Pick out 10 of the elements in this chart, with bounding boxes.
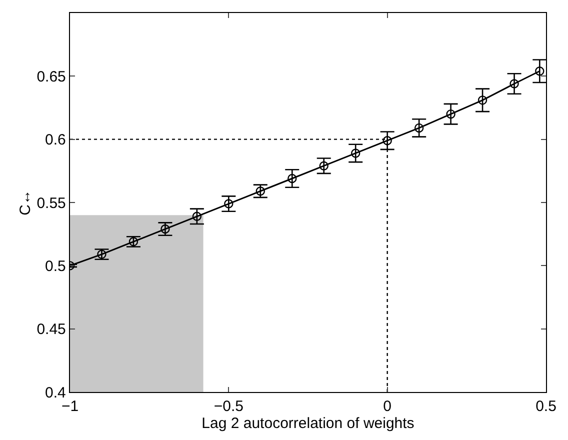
y-tick-label: 0.45: [36, 321, 66, 338]
y-tick-label: 0.55: [36, 194, 66, 212]
y-tick-label: 0.5: [45, 258, 66, 275]
x-axis-title: Lag 2 autocorrelation of weights: [202, 415, 414, 432]
x-tick-label: 0: [383, 398, 392, 416]
y-tick-label: 0.6: [45, 132, 66, 149]
x-tick-label: 0.5: [536, 398, 556, 416]
y-axis-title: C↔: [16, 190, 34, 216]
y-tick-label: 0.65: [36, 68, 66, 86]
x-tick-label: −0.5: [214, 398, 244, 416]
